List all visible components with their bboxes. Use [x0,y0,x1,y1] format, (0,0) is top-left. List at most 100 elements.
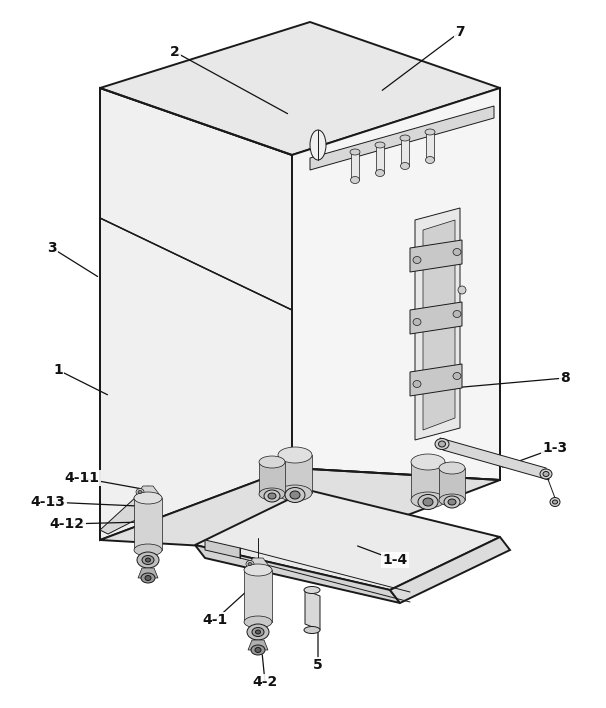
Ellipse shape [138,491,142,493]
Ellipse shape [413,319,421,326]
Polygon shape [410,364,462,396]
Ellipse shape [411,454,445,470]
Ellipse shape [244,616,272,628]
Polygon shape [195,545,400,603]
Polygon shape [305,590,320,630]
Ellipse shape [413,256,421,263]
Ellipse shape [256,630,261,634]
Polygon shape [351,152,359,180]
Ellipse shape [418,494,438,510]
Polygon shape [410,240,462,272]
Text: 4-11: 4-11 [64,471,99,485]
Ellipse shape [134,492,162,504]
Text: 4-12: 4-12 [50,517,84,531]
Ellipse shape [350,149,360,155]
Text: 4-1: 4-1 [202,613,228,627]
Ellipse shape [543,472,549,476]
Ellipse shape [285,488,305,503]
Ellipse shape [278,485,312,501]
Polygon shape [134,486,162,498]
Polygon shape [195,490,500,590]
Ellipse shape [268,493,276,499]
Polygon shape [292,88,500,480]
Text: 7: 7 [455,25,465,39]
Polygon shape [244,558,272,570]
Polygon shape [376,145,384,173]
Ellipse shape [458,286,466,294]
Polygon shape [100,22,500,155]
Ellipse shape [413,380,421,387]
Ellipse shape [247,624,269,640]
Polygon shape [100,88,292,540]
Ellipse shape [411,492,445,508]
Ellipse shape [435,438,449,450]
Polygon shape [259,462,285,494]
Polygon shape [310,106,494,170]
Text: 2: 2 [170,45,180,59]
Ellipse shape [439,441,445,447]
Polygon shape [100,468,500,552]
Ellipse shape [134,544,162,556]
Ellipse shape [264,490,280,502]
Polygon shape [411,462,445,500]
Ellipse shape [259,456,285,468]
Polygon shape [248,640,268,650]
Text: 1-4: 1-4 [382,553,408,567]
Polygon shape [278,455,312,493]
Polygon shape [440,438,549,480]
Polygon shape [401,138,409,166]
Ellipse shape [425,129,435,135]
Ellipse shape [145,576,151,581]
Ellipse shape [142,556,154,564]
Ellipse shape [550,498,560,506]
Ellipse shape [444,496,460,508]
Text: 3: 3 [47,241,57,255]
Ellipse shape [375,142,385,148]
Polygon shape [439,468,465,500]
Ellipse shape [244,564,272,576]
Text: 1-3: 1-3 [542,441,568,455]
Ellipse shape [350,176,359,183]
Ellipse shape [540,469,552,479]
Ellipse shape [136,489,144,496]
Ellipse shape [423,498,433,506]
Polygon shape [138,568,158,578]
Ellipse shape [145,558,150,562]
Polygon shape [415,208,460,440]
Ellipse shape [141,573,155,583]
Ellipse shape [310,130,326,160]
Ellipse shape [252,627,264,636]
Ellipse shape [278,447,312,463]
Text: 5: 5 [313,658,323,672]
Ellipse shape [453,311,461,317]
Polygon shape [423,220,455,430]
Polygon shape [426,132,434,160]
Ellipse shape [439,462,465,474]
Ellipse shape [425,156,435,164]
Ellipse shape [448,499,456,505]
Ellipse shape [137,552,159,568]
Ellipse shape [304,627,320,634]
Ellipse shape [453,372,461,379]
Ellipse shape [259,488,285,500]
Ellipse shape [376,169,384,176]
Text: 1: 1 [53,363,63,377]
Polygon shape [410,302,462,334]
Ellipse shape [246,561,254,568]
Ellipse shape [553,500,558,504]
Ellipse shape [304,586,320,593]
Ellipse shape [439,494,465,506]
Ellipse shape [255,648,261,653]
Ellipse shape [251,645,265,655]
Text: 4-2: 4-2 [252,675,278,689]
Polygon shape [100,486,155,534]
Polygon shape [134,498,162,550]
Polygon shape [390,537,510,603]
Ellipse shape [401,163,410,169]
Ellipse shape [400,135,410,141]
Text: 4-13: 4-13 [30,495,65,509]
Ellipse shape [453,249,461,256]
Polygon shape [205,540,240,558]
Ellipse shape [248,562,252,566]
Text: 8: 8 [560,371,570,385]
